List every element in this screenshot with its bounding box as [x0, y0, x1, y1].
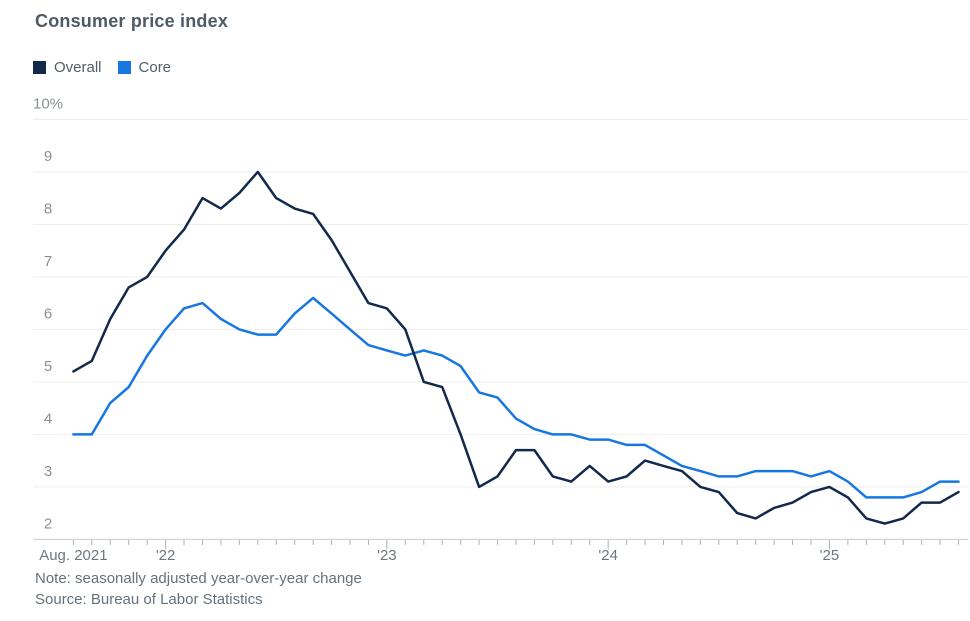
y-axis-label-4: 4	[44, 410, 52, 427]
x-axis-label: '24	[598, 547, 618, 564]
core-swatch-icon	[117, 61, 131, 74]
x-axis-label: '22	[156, 547, 176, 564]
x-axis-label: Aug. 2021	[39, 547, 107, 564]
legend-item-overall: Overall	[33, 59, 102, 76]
y-axis-label-9: 9	[44, 148, 52, 165]
y-axis-label-7: 7	[44, 253, 52, 270]
legend-label-core: Core	[138, 59, 172, 76]
core-line	[72, 296, 960, 499]
y-axis-label-6: 6	[44, 305, 52, 322]
legend-item-core: Core	[117, 59, 172, 76]
legend: Overall Core	[33, 59, 171, 76]
legend-label-overall: Overall	[54, 59, 102, 76]
y-axis-label-3: 3	[44, 463, 52, 480]
chart-title: Consumer price index	[35, 11, 229, 31]
x-axis-label: '23	[377, 547, 397, 564]
note-text: Note: seasonally adjusted year-over-year…	[35, 570, 362, 587]
overall-line	[72, 170, 960, 525]
overall-swatch-icon	[33, 61, 46, 74]
source-text: Source: Bureau of Labor Statistics	[35, 591, 263, 608]
x-axis-label: '25	[820, 547, 840, 564]
y-axis-label-2: 2	[44, 515, 52, 532]
y-axis-label-5: 5	[44, 358, 52, 375]
y-axis-label-10: 10%	[33, 95, 63, 112]
y-axis-label-8: 8	[44, 200, 52, 217]
